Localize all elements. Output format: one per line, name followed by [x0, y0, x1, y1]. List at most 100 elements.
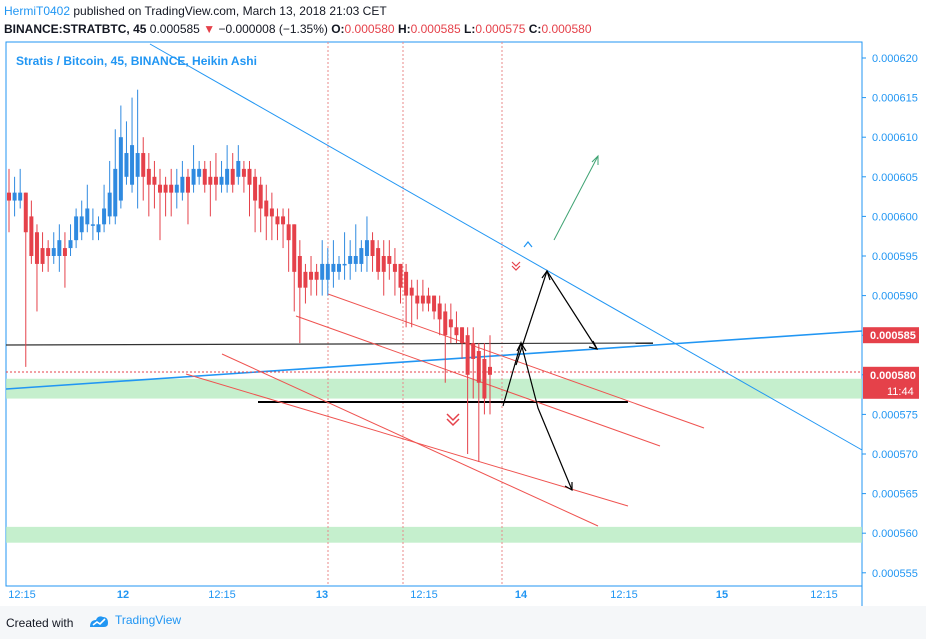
candle[interactable] [18, 168, 23, 209]
candle[interactable] [314, 263, 319, 296]
candle[interactable] [437, 295, 442, 336]
price-axis[interactable]: 0.000620 0.000615 0.000610 0.000605 0.000600… [862, 53, 919, 580]
support-zone-upper[interactable] [6, 378, 862, 399]
candle[interactable] [213, 153, 218, 201]
candle[interactable] [124, 121, 129, 185]
candle[interactable] [359, 240, 364, 272]
candle[interactable] [107, 160, 112, 225]
candle[interactable] [202, 160, 207, 193]
candle[interactable] [398, 263, 403, 304]
candle[interactable] [191, 145, 196, 193]
candle[interactable] [264, 184, 269, 241]
candle[interactable] [376, 240, 381, 280]
tradingview-link[interactable]: TradingView [88, 613, 181, 628]
candle[interactable] [174, 168, 179, 209]
price-chart[interactable]: Stratis / Bitcoin, 45, BINANCE, Heikin A… [0, 40, 926, 606]
candle[interactable] [320, 240, 325, 296]
candle[interactable] [12, 176, 17, 217]
candle[interactable] [482, 343, 487, 415]
candle[interactable] [158, 168, 163, 241]
candle[interactable] [353, 224, 358, 272]
candle[interactable] [325, 248, 330, 296]
candle[interactable] [219, 160, 224, 193]
candle[interactable] [208, 160, 213, 217]
candle[interactable] [34, 224, 39, 312]
candle[interactable] [163, 176, 168, 217]
candle[interactable] [113, 129, 118, 225]
descending-trendline[interactable] [149, 43, 863, 451]
projection-path-down[interactable] [502, 340, 573, 491]
candle[interactable] [426, 287, 431, 312]
candle[interactable] [476, 343, 481, 462]
candle[interactable] [180, 160, 185, 201]
drawings[interactable] [5, 43, 863, 527]
candle[interactable] [432, 295, 437, 320]
candle[interactable] [185, 168, 190, 225]
candle[interactable] [269, 192, 274, 241]
candle[interactable] [7, 168, 11, 233]
candle[interactable] [197, 160, 202, 185]
candle[interactable] [85, 184, 90, 233]
candle[interactable] [57, 224, 62, 272]
candle[interactable] [68, 224, 73, 256]
candle[interactable] [292, 224, 297, 312]
candle[interactable] [348, 240, 353, 280]
candle[interactable] [135, 89, 140, 209]
candle[interactable] [241, 160, 246, 193]
candle[interactable] [409, 279, 414, 328]
candle[interactable] [74, 208, 79, 249]
support-zone-lower[interactable] [6, 526, 862, 543]
candle[interactable] [443, 303, 448, 383]
author-link[interactable]: HermiT0402 [4, 4, 71, 18]
candle[interactable] [465, 327, 470, 454]
candle[interactable] [152, 160, 157, 209]
candle[interactable] [146, 153, 151, 217]
candle[interactable] [404, 263, 409, 328]
candle[interactable] [460, 327, 465, 359]
candle[interactable] [471, 327, 476, 399]
candle[interactable] [331, 240, 336, 288]
candle[interactable] [286, 208, 291, 272]
candle[interactable] [448, 303, 453, 344]
channel-line[interactable] [221, 353, 599, 527]
candle[interactable] [488, 335, 492, 415]
candle[interactable] [303, 263, 308, 304]
candle[interactable] [23, 192, 28, 367]
candle[interactable] [370, 232, 375, 272]
candle[interactable] [118, 105, 123, 209]
candle[interactable] [392, 248, 397, 296]
candle[interactable] [297, 240, 302, 344]
candle[interactable] [96, 216, 101, 241]
candle[interactable] [309, 256, 314, 296]
candle[interactable] [230, 153, 235, 193]
candle[interactable] [275, 208, 280, 241]
candle[interactable] [281, 208, 286, 249]
candles[interactable] [7, 89, 492, 462]
candle[interactable] [79, 200, 84, 241]
candle[interactable] [336, 256, 341, 280]
time-axis[interactable]: 12:15 12 12:15 13 12:15 14 12:15 15 12:15 [6, 585, 862, 601]
candle[interactable] [141, 137, 146, 201]
candle[interactable] [51, 232, 56, 264]
candle[interactable] [130, 97, 135, 193]
candle[interactable] [381, 240, 386, 296]
candle[interactable] [62, 232, 67, 288]
candle[interactable] [364, 216, 369, 272]
bullish-target-arrow[interactable] [553, 155, 599, 241]
candle[interactable] [454, 311, 459, 344]
candle[interactable] [258, 176, 263, 233]
candle[interactable] [169, 168, 174, 217]
candle[interactable] [253, 168, 258, 233]
candle[interactable] [236, 145, 241, 185]
candle[interactable] [90, 208, 95, 241]
candle[interactable] [420, 279, 425, 312]
candle[interactable] [225, 145, 230, 193]
candle[interactable] [46, 240, 51, 272]
candle[interactable] [29, 200, 34, 264]
candle[interactable] [415, 279, 420, 320]
candle[interactable] [40, 232, 45, 272]
horizontal-resistance-line[interactable] [5, 342, 654, 346]
candle[interactable] [342, 232, 347, 280]
annotation-arrows[interactable] [446, 154, 599, 492]
ascending-trendline[interactable] [5, 330, 863, 390]
